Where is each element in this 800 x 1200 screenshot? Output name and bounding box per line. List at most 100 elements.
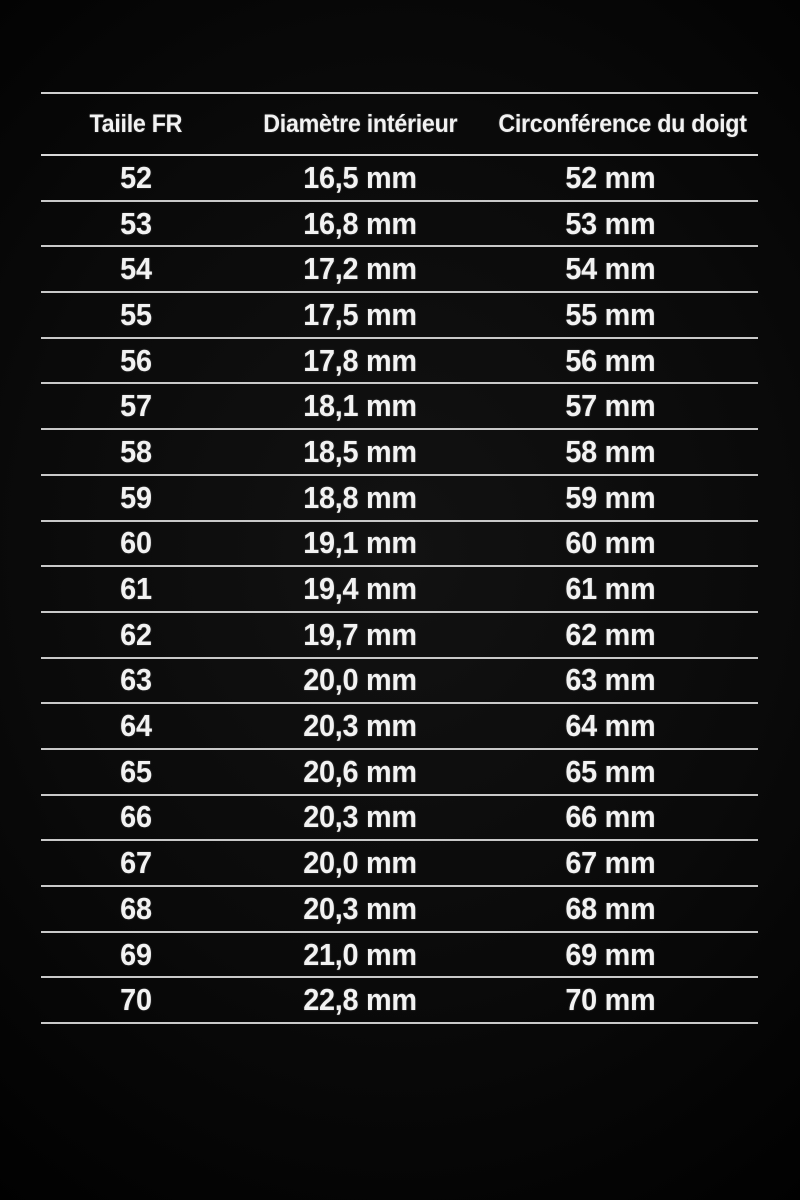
header-size-fr: Taiile FR <box>41 93 231 155</box>
finger-circumference-value: 66 mm <box>565 799 656 835</box>
inner-diameter-value: 17,8 mm <box>303 342 417 378</box>
inner-diameter-cell: 18,1 mm <box>231 383 489 429</box>
inner-diameter-cell: 16,5 mm <box>231 155 489 201</box>
table-row: 67 20,0 mm 67 mm <box>41 840 758 886</box>
size-fr-cell: 67 <box>41 840 231 886</box>
header-size-fr-label: Taiile FR <box>89 109 183 138</box>
inner-diameter-cell: 20,6 mm <box>231 749 489 795</box>
size-fr-value: 58 <box>120 433 152 469</box>
size-fr-value: 61 <box>120 571 152 607</box>
table-row: 56 17,8 mm 56 mm <box>41 338 758 384</box>
size-fr-value: 68 <box>120 890 152 926</box>
size-fr-value: 54 <box>120 251 152 287</box>
table-row: 70 22,8 mm 70 mm <box>41 977 758 1024</box>
table-row: 57 18,1 mm 57 mm <box>41 383 758 430</box>
table-body: 52 16,5 mm 52 mm 53 16,8 mm 53 mm 54 17,… <box>41 155 758 1024</box>
size-fr-cell: 64 <box>41 703 231 749</box>
inner-diameter-value: 21,0 mm <box>303 936 417 972</box>
header-inner-diameter-label: Diamètre intérieur <box>263 109 458 138</box>
finger-circumference-cell: 59 mm <box>489 475 758 521</box>
finger-circumference-value: 64 mm <box>565 708 656 744</box>
finger-circumference-cell: 61 mm <box>489 566 758 612</box>
inner-diameter-value: 20,6 mm <box>303 753 417 789</box>
inner-diameter-cell: 20,0 mm <box>231 658 489 704</box>
size-fr-value: 63 <box>120 662 152 698</box>
size-fr-cell: 65 <box>41 749 231 795</box>
inner-diameter-cell: 17,2 mm <box>231 246 489 292</box>
finger-circumference-value: 68 mm <box>565 890 656 926</box>
inner-diameter-cell: 20,3 mm <box>231 886 489 932</box>
size-fr-value: 67 <box>120 845 152 881</box>
table-row: 69 21,0 mm 69 mm <box>41 932 758 978</box>
table-row: 60 19,1 mm 60 mm <box>41 521 758 567</box>
size-fr-cell: 55 <box>41 292 231 338</box>
size-fr-cell: 66 <box>41 795 231 841</box>
inner-diameter-value: 20,0 mm <box>303 845 417 881</box>
table-row: 58 18,5 mm 58 mm <box>41 429 758 475</box>
finger-circumference-cell: 52 mm <box>489 155 758 201</box>
size-fr-cell: 52 <box>41 155 231 201</box>
inner-diameter-value: 19,7 mm <box>303 616 417 652</box>
finger-circumference-cell: 53 mm <box>489 201 758 247</box>
finger-circumference-value: 52 mm <box>565 159 656 195</box>
finger-circumference-cell: 56 mm <box>489 338 758 384</box>
inner-diameter-cell: 19,7 mm <box>231 612 489 658</box>
inner-diameter-cell: 19,1 mm <box>231 521 489 567</box>
size-fr-value: 59 <box>120 479 152 515</box>
size-fr-cell: 54 <box>41 246 231 292</box>
inner-diameter-value: 18,1 mm <box>303 388 417 424</box>
table-row: 66 20,3 mm 66 mm <box>41 795 758 841</box>
inner-diameter-cell: 22,8 mm <box>231 977 489 1023</box>
inner-diameter-cell: 21,0 mm <box>231 932 489 978</box>
ring-size-table: Taiile FR Diamètre intérieur Circonféren… <box>41 92 758 1024</box>
inner-diameter-value: 16,5 mm <box>303 159 417 195</box>
table-row: 62 19,7 mm 62 mm <box>41 612 758 658</box>
finger-circumference-cell: 54 mm <box>489 246 758 292</box>
inner-diameter-cell: 20,3 mm <box>231 703 489 749</box>
size-fr-cell: 62 <box>41 612 231 658</box>
size-fr-cell: 70 <box>41 977 231 1023</box>
size-fr-cell: 56 <box>41 338 231 384</box>
size-fr-cell: 68 <box>41 886 231 932</box>
finger-circumference-cell: 70 mm <box>489 977 758 1023</box>
size-fr-value: 69 <box>120 936 152 972</box>
size-fr-value: 65 <box>120 753 152 789</box>
inner-diameter-value: 18,5 mm <box>303 433 417 469</box>
finger-circumference-value: 61 mm <box>565 571 656 607</box>
table-row: 53 16,8 mm 53 mm <box>41 201 758 247</box>
finger-circumference-value: 53 mm <box>565 205 656 241</box>
finger-circumference-cell: 65 mm <box>489 749 758 795</box>
size-fr-value: 56 <box>120 342 152 378</box>
finger-circumference-value: 62 mm <box>565 616 656 652</box>
size-fr-value: 55 <box>120 296 152 332</box>
finger-circumference-value: 58 mm <box>565 433 656 469</box>
size-fr-cell: 58 <box>41 429 231 475</box>
size-fr-cell: 59 <box>41 475 231 521</box>
size-fr-cell: 63 <box>41 658 231 704</box>
inner-diameter-cell: 18,8 mm <box>231 475 489 521</box>
header-row: Taiile FR Diamètre intérieur Circonféren… <box>41 93 758 155</box>
finger-circumference-value: 69 mm <box>565 936 656 972</box>
table-row: 52 16,5 mm 52 mm <box>41 155 758 201</box>
finger-circumference-cell: 66 mm <box>489 795 758 841</box>
table-row: 55 17,5 mm 55 mm <box>41 292 758 338</box>
inner-diameter-cell: 17,5 mm <box>231 292 489 338</box>
inner-diameter-value: 19,4 mm <box>303 571 417 607</box>
inner-diameter-cell: 19,4 mm <box>231 566 489 612</box>
finger-circumference-value: 57 mm <box>565 388 656 424</box>
size-fr-value: 60 <box>120 525 152 561</box>
finger-circumference-cell: 58 mm <box>489 429 758 475</box>
finger-circumference-value: 54 mm <box>565 251 656 287</box>
size-fr-cell: 60 <box>41 521 231 567</box>
header-inner-diameter: Diamètre intérieur <box>231 93 489 155</box>
size-fr-cell: 53 <box>41 201 231 247</box>
inner-diameter-value: 17,5 mm <box>303 296 417 332</box>
inner-diameter-value: 17,2 mm <box>303 251 417 287</box>
size-fr-cell: 61 <box>41 566 231 612</box>
inner-diameter-value: 20,3 mm <box>303 799 417 835</box>
inner-diameter-value: 20,3 mm <box>303 890 417 926</box>
inner-diameter-value: 18,8 mm <box>303 479 417 515</box>
finger-circumference-value: 60 mm <box>565 525 656 561</box>
size-fr-cell: 57 <box>41 383 231 429</box>
